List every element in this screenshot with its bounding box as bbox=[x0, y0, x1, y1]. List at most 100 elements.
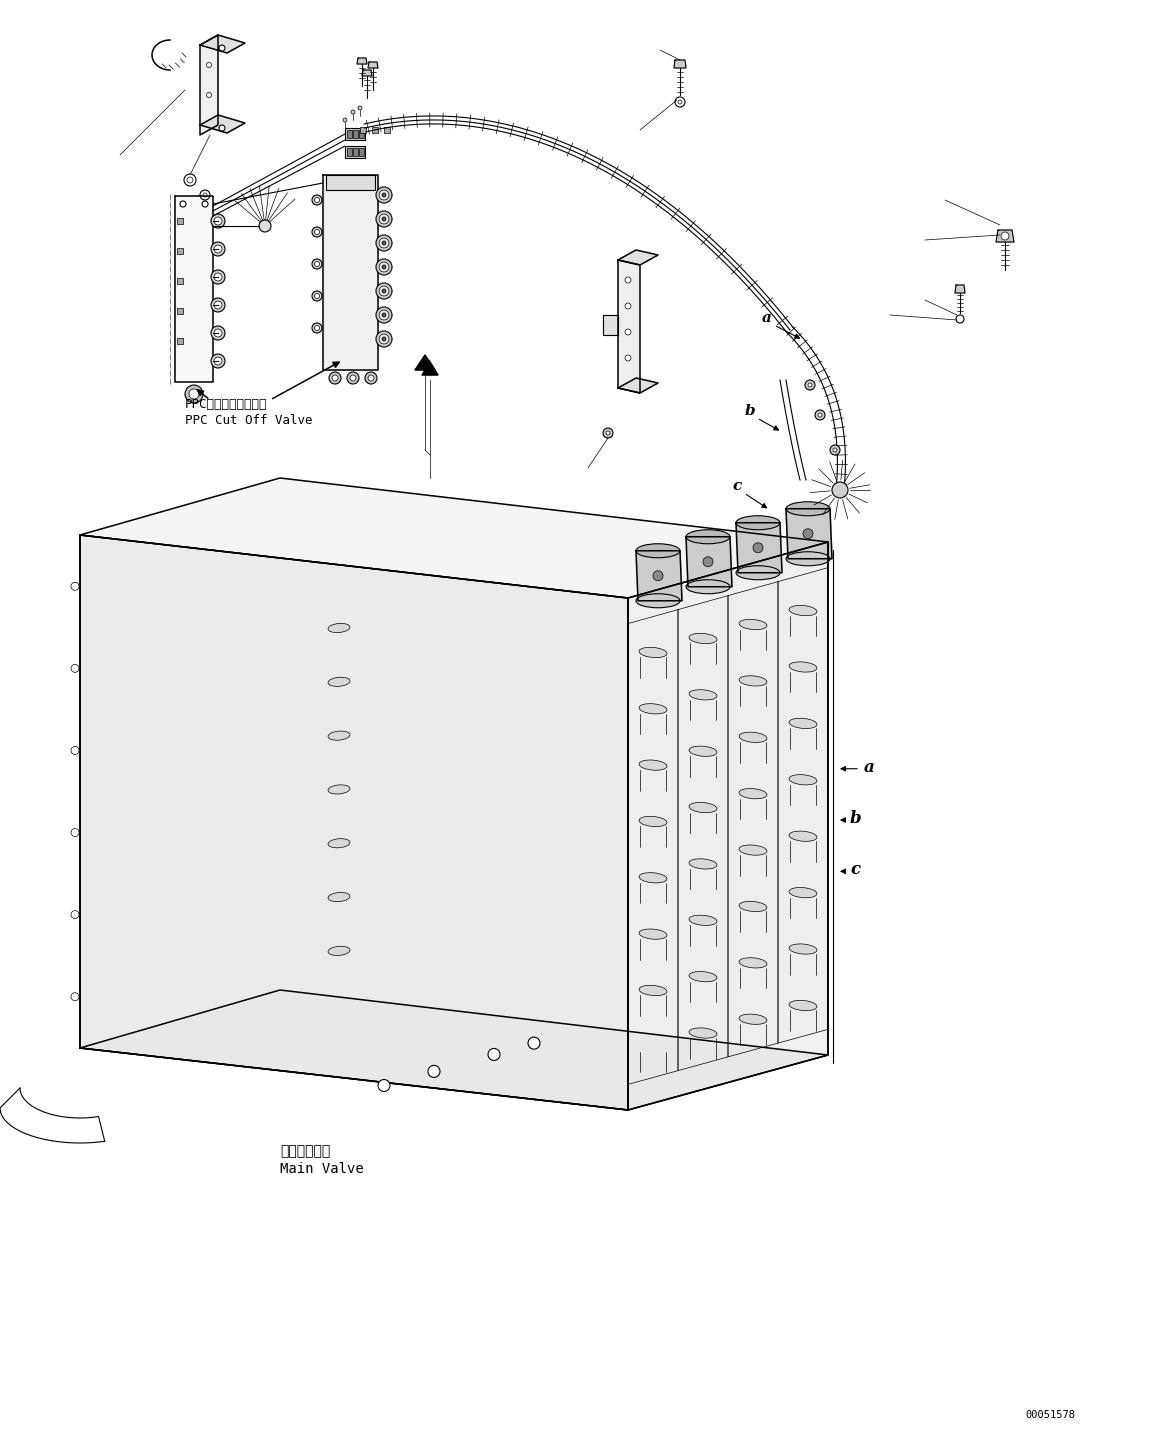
Circle shape bbox=[752, 543, 763, 553]
Circle shape bbox=[379, 310, 388, 320]
Text: PPCカットオフバルブ: PPCカットオフバルブ bbox=[185, 397, 267, 410]
Ellipse shape bbox=[789, 943, 816, 955]
Circle shape bbox=[365, 372, 377, 384]
Circle shape bbox=[805, 380, 815, 390]
Ellipse shape bbox=[739, 675, 766, 685]
Circle shape bbox=[602, 428, 613, 438]
Circle shape bbox=[219, 125, 224, 131]
Circle shape bbox=[211, 215, 224, 228]
Circle shape bbox=[187, 177, 193, 183]
Polygon shape bbox=[675, 60, 686, 68]
Circle shape bbox=[314, 229, 320, 235]
Circle shape bbox=[832, 482, 848, 498]
Polygon shape bbox=[786, 508, 832, 559]
Circle shape bbox=[312, 323, 322, 333]
Circle shape bbox=[314, 197, 320, 203]
Circle shape bbox=[625, 356, 632, 361]
Ellipse shape bbox=[686, 530, 730, 544]
Circle shape bbox=[312, 228, 322, 238]
Circle shape bbox=[180, 202, 186, 207]
Text: b: b bbox=[850, 811, 862, 827]
Bar bbox=[177, 248, 183, 253]
Polygon shape bbox=[80, 991, 828, 1110]
Polygon shape bbox=[200, 35, 245, 53]
Ellipse shape bbox=[688, 858, 716, 870]
Ellipse shape bbox=[739, 845, 766, 855]
Circle shape bbox=[214, 328, 222, 337]
Polygon shape bbox=[368, 62, 378, 68]
Circle shape bbox=[702, 557, 713, 567]
Polygon shape bbox=[955, 285, 965, 292]
Bar bbox=[359, 148, 364, 156]
Circle shape bbox=[214, 245, 222, 253]
Ellipse shape bbox=[328, 893, 350, 901]
Text: Main Valve: Main Valve bbox=[280, 1162, 364, 1176]
Ellipse shape bbox=[328, 1001, 350, 1009]
Bar bbox=[177, 338, 183, 344]
Ellipse shape bbox=[638, 760, 666, 770]
Text: 00051578: 00051578 bbox=[1025, 1410, 1075, 1420]
Circle shape bbox=[376, 307, 392, 323]
Bar bbox=[177, 308, 183, 314]
Circle shape bbox=[808, 383, 812, 387]
Ellipse shape bbox=[636, 544, 680, 557]
Circle shape bbox=[381, 337, 386, 341]
Circle shape bbox=[379, 238, 388, 248]
Polygon shape bbox=[422, 361, 438, 374]
Circle shape bbox=[211, 242, 224, 256]
Circle shape bbox=[207, 92, 212, 98]
Ellipse shape bbox=[739, 789, 766, 799]
Ellipse shape bbox=[688, 746, 716, 756]
Polygon shape bbox=[602, 315, 618, 336]
Bar bbox=[347, 130, 352, 138]
Circle shape bbox=[211, 298, 224, 312]
Circle shape bbox=[259, 220, 271, 232]
Circle shape bbox=[329, 372, 341, 384]
Circle shape bbox=[381, 193, 386, 197]
Circle shape bbox=[381, 289, 386, 292]
Bar bbox=[361, 127, 366, 132]
Bar bbox=[177, 217, 183, 225]
Ellipse shape bbox=[739, 619, 766, 629]
Ellipse shape bbox=[789, 605, 816, 616]
Polygon shape bbox=[778, 567, 828, 1043]
Circle shape bbox=[376, 235, 392, 251]
Polygon shape bbox=[174, 196, 213, 382]
Circle shape bbox=[204, 193, 207, 197]
Circle shape bbox=[381, 240, 386, 245]
Circle shape bbox=[185, 384, 204, 403]
Ellipse shape bbox=[786, 552, 830, 566]
Circle shape bbox=[379, 215, 388, 225]
Polygon shape bbox=[686, 537, 732, 586]
Circle shape bbox=[207, 62, 212, 68]
Circle shape bbox=[378, 1080, 390, 1092]
Circle shape bbox=[312, 194, 322, 204]
Text: a: a bbox=[762, 311, 772, 325]
Circle shape bbox=[71, 992, 79, 1001]
Circle shape bbox=[71, 664, 79, 672]
Circle shape bbox=[71, 746, 79, 755]
Circle shape bbox=[376, 284, 392, 300]
Circle shape bbox=[211, 325, 224, 340]
Ellipse shape bbox=[638, 704, 666, 714]
Circle shape bbox=[190, 389, 199, 399]
Polygon shape bbox=[200, 35, 217, 135]
Circle shape bbox=[343, 118, 347, 122]
Ellipse shape bbox=[688, 972, 716, 982]
Circle shape bbox=[428, 1066, 440, 1077]
Circle shape bbox=[314, 325, 320, 331]
Text: c: c bbox=[732, 480, 741, 492]
Circle shape bbox=[71, 582, 79, 590]
Circle shape bbox=[678, 99, 682, 104]
Circle shape bbox=[833, 448, 837, 452]
Polygon shape bbox=[996, 230, 1014, 242]
Polygon shape bbox=[628, 541, 828, 1110]
Circle shape bbox=[379, 190, 388, 200]
Polygon shape bbox=[618, 261, 640, 393]
Ellipse shape bbox=[688, 916, 716, 926]
Ellipse shape bbox=[638, 816, 666, 827]
Ellipse shape bbox=[636, 593, 680, 608]
Polygon shape bbox=[323, 176, 378, 370]
Circle shape bbox=[312, 259, 322, 269]
Bar bbox=[177, 278, 183, 284]
